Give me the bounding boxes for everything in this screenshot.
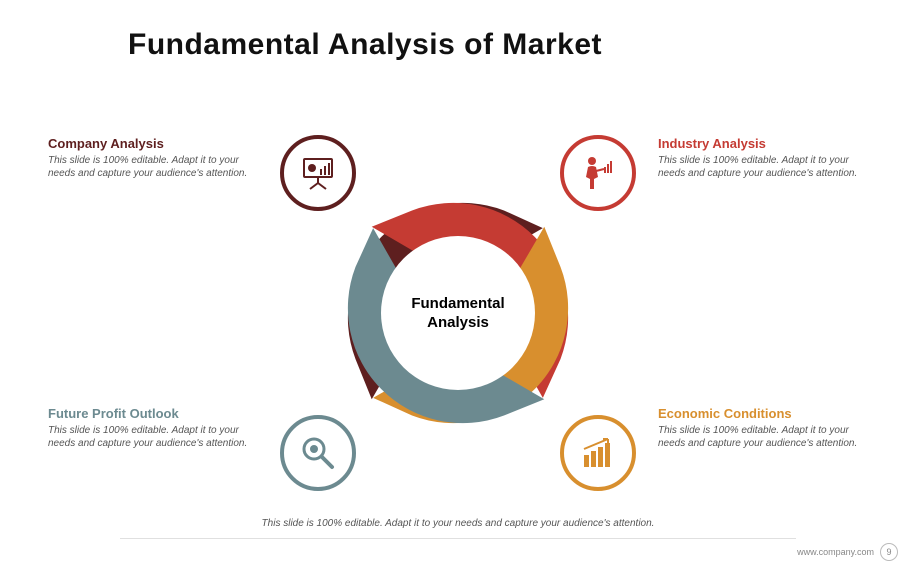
node-future-profit-outlook [280,415,356,491]
node-company-analysis [280,135,356,211]
footer-url: www.company.com [797,547,874,557]
label-body: This slide is 100% editable. Adapt it to… [48,424,258,450]
footer-divider [120,538,796,539]
ring-wrap: Fundamental Analysis [298,153,618,473]
magnifier-icon [298,433,338,473]
node-economic-conditions [560,415,636,491]
bar-growth-icon [578,433,618,473]
slide-title: Fundamental Analysis of Market [128,28,602,62]
label-heading: Company Analysis [48,136,258,151]
center-label: Fundamental Analysis [383,238,533,388]
label-heading: Industry Analysis [658,136,868,151]
label-company-analysis: Company Analysis This slide is 100% edit… [48,136,258,180]
label-body: This slide is 100% editable. Adapt it to… [658,424,868,450]
node-industry-analysis [560,135,636,211]
label-economic-conditions: Economic Conditions This slide is 100% e… [658,406,868,450]
label-heading: Economic Conditions [658,406,868,421]
slide: Fundamental Analysis of Market Fundament… [0,0,916,573]
label-body: This slide is 100% editable. Adapt it to… [658,154,868,180]
label-heading: Future Profit Outlook [48,406,258,421]
label-body: This slide is 100% editable. Adapt it to… [48,154,258,180]
cycle-diagram: Fundamental Analysis [0,118,916,508]
presenter-icon [578,153,618,193]
presentation-chart-icon [298,153,338,193]
page-number: 9 [880,543,898,561]
label-industry-analysis: Industry Analysis This slide is 100% edi… [658,136,868,180]
label-future-profit-outlook: Future Profit Outlook This slide is 100%… [48,406,258,450]
footer-note: This slide is 100% editable. Adapt it to… [0,518,916,529]
